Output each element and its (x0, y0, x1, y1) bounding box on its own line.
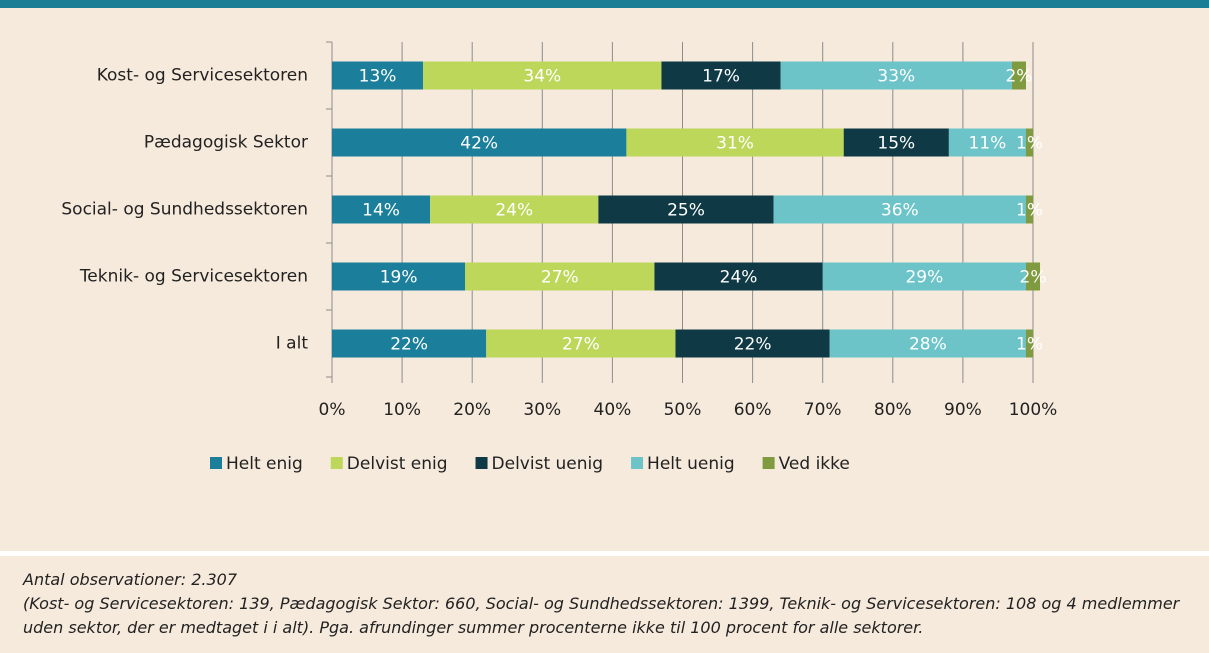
legend-swatch (210, 457, 222, 469)
x-tick-label: 60% (734, 400, 772, 420)
bar-segment (486, 329, 676, 358)
bar-segment (654, 262, 823, 291)
data-label: 36% (881, 201, 919, 221)
bar-segment (1011, 61, 1026, 90)
bar-segment (822, 262, 1026, 291)
data-label: 1% (1016, 134, 1043, 154)
data-label: 27% (562, 335, 600, 355)
bar-segment (332, 262, 466, 291)
data-label: 11% (969, 134, 1007, 154)
data-label: 22% (390, 335, 428, 355)
x-tick-label: 70% (804, 400, 842, 420)
legend-label: Delvist uenig (492, 454, 604, 474)
y-tick-label: Social- og Sundhedssektoren (61, 200, 308, 220)
note-details: (Kost- og Servicesektoren: 139, Pædagogi… (23, 594, 1180, 637)
legend-label: Helt enig (226, 454, 303, 474)
legend-label: Helt uenig (647, 454, 735, 474)
bar-segment (626, 128, 844, 157)
x-tick-label: 10% (383, 400, 421, 420)
data-label: 1% (1016, 335, 1043, 355)
legend-swatch (330, 457, 343, 469)
data-label: 15% (877, 134, 915, 154)
data-label: 42% (460, 134, 498, 154)
legend-swatch (631, 457, 644, 469)
x-tick-label: 50% (664, 400, 702, 420)
notes: Antal observationer: 2.307 (Kost- og Ser… (0, 556, 1209, 653)
y-tick-label: Teknik- og Servicesektoren (79, 267, 308, 287)
legend-swatch (475, 457, 488, 469)
bar-segment (465, 262, 655, 291)
data-label: 2% (1005, 67, 1032, 87)
bar-segment (332, 61, 424, 90)
note-observations: Antal observationer: 2.307 (23, 570, 238, 589)
y-tick-label: I alt (276, 334, 309, 354)
bar-segment (780, 61, 1012, 90)
x-tick-label: 90% (944, 400, 982, 420)
data-label: 27% (541, 268, 579, 288)
data-label: 22% (734, 335, 772, 355)
data-label: 31% (716, 134, 754, 154)
data-label: 29% (905, 268, 943, 288)
legend-label: Ved ikke (779, 454, 850, 474)
bar-segment (430, 195, 599, 224)
bar-segment (948, 128, 1026, 157)
data-label: 14% (362, 201, 400, 221)
data-label: 25% (667, 201, 705, 221)
x-tick-label: 20% (453, 400, 491, 420)
bar-segment (1025, 195, 1033, 224)
data-label: 13% (359, 67, 397, 87)
data-label: 17% (702, 67, 740, 87)
bar-segment (1025, 329, 1033, 358)
x-tick-label: 80% (874, 400, 912, 420)
bar-segment (423, 61, 662, 90)
bar-segment (1025, 128, 1033, 157)
data-label: 34% (523, 67, 561, 87)
data-label: 19% (380, 268, 418, 288)
x-tick-label: 40% (594, 400, 632, 420)
data-label: 24% (720, 268, 758, 288)
bar-segment (773, 195, 1026, 224)
legend-label: Delvist enig (347, 454, 448, 474)
data-label: 33% (877, 67, 915, 87)
top-band (0, 0, 1209, 8)
bar-segment (829, 329, 1026, 358)
y-tick-label: Kost- og Servicesektoren (97, 66, 308, 86)
bar-segment (1025, 262, 1041, 291)
bar-segment (598, 195, 774, 224)
y-tick-label: Pædagogisk Sektor (144, 133, 308, 153)
bar-segment (843, 128, 949, 157)
data-label: 24% (495, 201, 533, 221)
x-tick-label: 100% (1009, 400, 1058, 420)
bar-segment (332, 128, 627, 157)
x-tick-label: 30% (523, 400, 561, 420)
chart-panel: 0% 10% 20% 30% 40% 50% 60% 70% 80% 90% 100% Kost- o… (0, 8, 1209, 551)
bar-segment (675, 329, 830, 358)
bar-segment (332, 329, 487, 358)
bar-segment (661, 61, 781, 90)
chart: 0% 10% 20% 30% 40% 50% 60% 70% 80% 90% 100% Kost- o… (61, 41, 1058, 474)
data-label: 1% (1016, 201, 1043, 221)
bar-segment (332, 195, 431, 224)
data-label: 2% (1020, 268, 1047, 288)
x-tick-label: 0% (319, 400, 346, 420)
legend-swatch (762, 457, 775, 469)
data-label: 28% (909, 335, 947, 355)
